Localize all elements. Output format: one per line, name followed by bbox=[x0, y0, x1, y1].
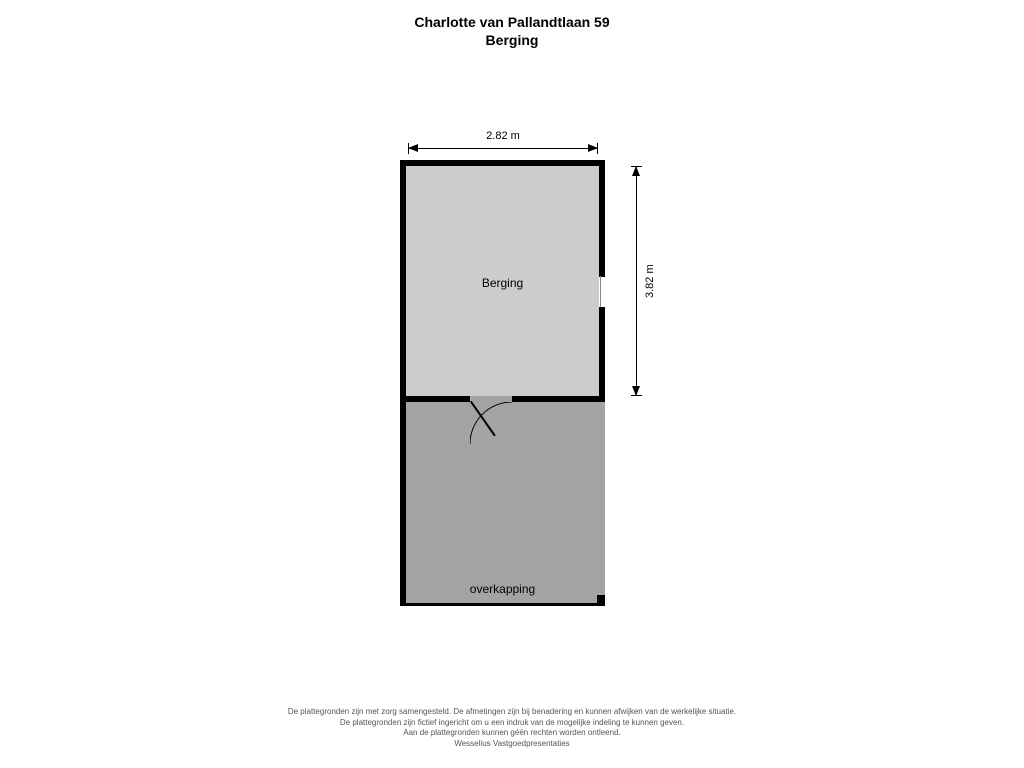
arrow-right-icon bbox=[588, 144, 598, 152]
wall-segment bbox=[400, 603, 605, 606]
window-icon bbox=[599, 276, 605, 308]
dimension-width-line bbox=[408, 148, 598, 149]
window-pane bbox=[600, 276, 601, 308]
arrow-down-icon bbox=[632, 386, 640, 396]
footer-line: Aan de plattegronden kunnen géén rechten… bbox=[0, 728, 1024, 739]
title-address: Charlotte van Pallandtlaan 59 bbox=[0, 14, 1024, 30]
dimension-height-line bbox=[636, 166, 637, 396]
dimension-width-label: 2.82 m bbox=[408, 130, 598, 142]
wall-segment bbox=[400, 396, 406, 606]
room-berging-label: Berging bbox=[406, 276, 599, 290]
floorplan: 2.82 m 3.82 m Berging overkapping bbox=[400, 160, 700, 610]
room-berging: Berging bbox=[400, 160, 605, 402]
footer-line: Wesselius Vastgoedpresentaties bbox=[0, 739, 1024, 750]
footer-line: De plattegronden zijn fictief ingericht … bbox=[0, 718, 1024, 729]
dimension-width: 2.82 m bbox=[408, 130, 598, 154]
room-overkapping: overkapping bbox=[400, 396, 605, 606]
footer-disclaimer: De plattegronden zijn met zorg samengest… bbox=[0, 707, 1024, 750]
arrow-left-icon bbox=[408, 144, 418, 152]
dimension-height: 3.82 m bbox=[630, 166, 654, 396]
arrow-up-icon bbox=[632, 166, 640, 176]
door-swing-icon bbox=[470, 402, 512, 444]
post-icon bbox=[597, 595, 605, 603]
title-block: Charlotte van Pallandtlaan 59 Berging bbox=[0, 14, 1024, 48]
dimension-height-label: 3.82 m bbox=[644, 166, 658, 396]
footer-line: De plattegronden zijn met zorg samengest… bbox=[0, 707, 1024, 718]
title-floor: Berging bbox=[0, 32, 1024, 48]
room-overkapping-label: overkapping bbox=[400, 582, 605, 596]
